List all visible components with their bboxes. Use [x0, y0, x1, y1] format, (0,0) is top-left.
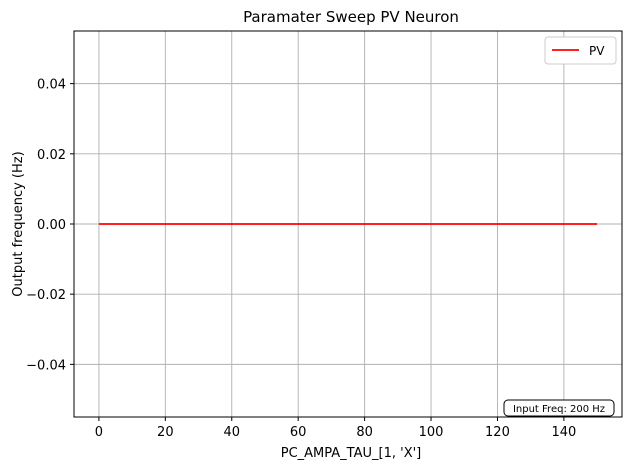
y-axis: −0.04 −0.02 0.00 0.02 0.04 — [26, 78, 74, 373]
x-axis-label: PC_AMPA_TAU_[1, 'X'] — [281, 446, 422, 461]
y-tick-label: 0.04 — [37, 78, 66, 93]
legend-label-pv: PV — [589, 44, 605, 58]
y-tick-label: 0.02 — [37, 148, 66, 163]
y-tick-label: 0.00 — [37, 218, 66, 233]
x-tick-label: 140 — [551, 425, 576, 440]
x-tick-label: 80 — [356, 425, 373, 440]
x-tick-label: 0 — [95, 425, 103, 440]
x-tick-label: 60 — [290, 425, 307, 440]
x-tick-label: 120 — [485, 425, 510, 440]
annotation-text: Input Freq: 200 Hz — [513, 404, 605, 415]
annotation-box — [503, 399, 615, 417]
legend-box — [544, 36, 617, 65]
x-axis: 0 20 40 60 80 100 120 140 — [95, 417, 576, 440]
x-tick-label: 100 — [419, 425, 444, 440]
y-tick-label: −0.04 — [26, 358, 66, 373]
y-tick-label: −0.02 — [26, 288, 66, 303]
x-tick-label: 40 — [223, 425, 240, 440]
x-tick-label: 20 — [157, 425, 174, 440]
chart-title: Paramater Sweep PV Neuron — [243, 8, 459, 26]
annotation: Input Freq: 200 Hz — [503, 399, 615, 417]
legend: PV — [544, 36, 617, 65]
y-axis-label: Output frequency (Hz) — [11, 151, 26, 296]
